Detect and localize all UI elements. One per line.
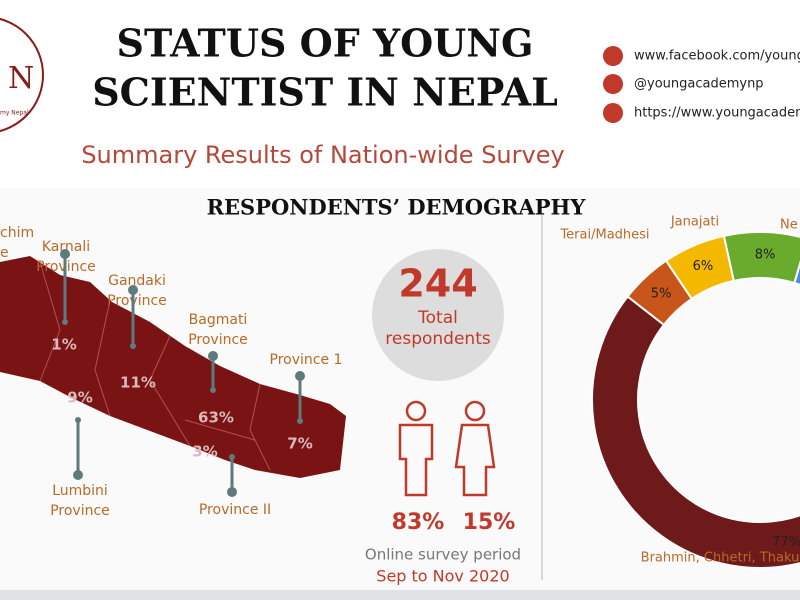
male-icon (398, 400, 434, 497)
donut-segment (591, 295, 800, 569)
category-label: Janajati (670, 215, 719, 230)
title-line: SCIENTIST IN NEPAL (92, 70, 558, 115)
pin-dot (208, 351, 218, 361)
province-borders (39, 261, 271, 471)
female-share: 15% (463, 510, 516, 535)
province-name: Province II (199, 502, 271, 518)
pin-dot (210, 387, 216, 393)
segment-label: 5% (651, 286, 672, 301)
province-name: Province 1 (270, 352, 343, 368)
province-share: 9% (67, 389, 92, 407)
province-name: Karnali (42, 239, 90, 255)
province-name: chim (0, 225, 34, 241)
total-circle (372, 249, 504, 381)
pin-dot (60, 249, 70, 259)
province-name: e (0, 245, 9, 261)
pin-dot (295, 371, 305, 381)
subtitle: Summary Results of Nation-wide Survey (81, 141, 564, 169)
province-share: 63% (198, 409, 234, 427)
footer-strip (0, 590, 800, 600)
province-name: Gandaki (108, 273, 166, 289)
pin-dot (73, 470, 83, 480)
province-name: Province (107, 293, 167, 309)
total-label: Total (417, 308, 458, 328)
total-value: 244 (398, 262, 477, 306)
pin-dot (62, 319, 68, 325)
province-name: Province (50, 503, 110, 519)
title-line: STATUS OF YOUNG (117, 21, 534, 66)
donut-segment (722, 231, 800, 285)
pin-dot (227, 487, 237, 497)
province-name: Bagmati (189, 312, 248, 328)
province-share: 1% (51, 336, 76, 354)
section-title: RESPONDENTS’ DEMOGRAPHY (207, 195, 587, 220)
social-link[interactable]: www.facebook.com/younga (634, 49, 800, 64)
nepal-map (0, 256, 346, 478)
province-name: Province (188, 332, 248, 348)
segment-label: 6% (693, 259, 714, 274)
segment-label: 8% (755, 248, 776, 263)
province-share: 11% (120, 374, 156, 392)
female-icon (454, 400, 496, 497)
social-link[interactable]: https://www.youngacademy (634, 106, 800, 121)
category-label: Brahmin, Chhetri, Thaku (641, 551, 800, 566)
pin-dot (128, 285, 138, 295)
social-link[interactable]: @youngacademynp (634, 77, 764, 92)
pin-dot (297, 418, 303, 424)
province-share: 7% (287, 435, 312, 453)
pin-dot (75, 417, 81, 423)
logo-text: my Nepal (0, 110, 29, 117)
pin-dot (130, 343, 136, 349)
pin-dot (229, 454, 235, 460)
category-label: Ne (780, 218, 798, 233)
province-name: Lumbini (52, 483, 108, 499)
logo-letter: N (8, 61, 34, 96)
facebook-icon (603, 46, 623, 66)
twitter-icon (603, 74, 623, 94)
segment-label: 77% (772, 535, 800, 550)
survey-period: Sep to Nov 2020 (376, 567, 509, 586)
category-label: Terai/Madhesi (559, 228, 649, 243)
male-share: 83% (392, 510, 445, 535)
logo (0, 17, 44, 133)
donut-segment (793, 260, 800, 286)
province-share: 3% (192, 443, 217, 461)
survey-label: Online survey period (365, 546, 521, 564)
web-icon (603, 103, 623, 123)
total-label: respondents (385, 329, 491, 349)
